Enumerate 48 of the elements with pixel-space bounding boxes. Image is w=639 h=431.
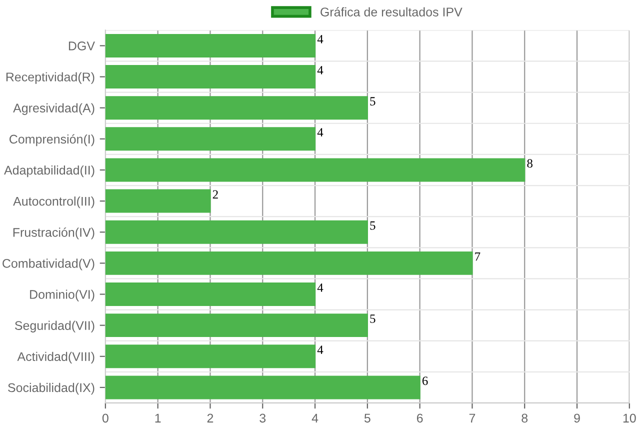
data-label: 4 <box>317 284 324 292</box>
bar <box>105 158 526 182</box>
y-tick-label: Actividad(VIII) <box>17 352 94 364</box>
bar <box>105 189 211 213</box>
data-label: 5 <box>370 97 376 106</box>
x-tick-label: 6 <box>416 414 423 423</box>
x-tick-label: 9 <box>574 414 580 423</box>
x-tick-label: 10 <box>623 414 636 423</box>
x-tick-label: 0 <box>102 414 108 423</box>
y-tick-label: Autocontrol(III) <box>13 196 94 208</box>
data-label: 2 <box>212 190 218 199</box>
y-tick-label: Agresividad(A) <box>13 103 94 115</box>
data-label: 6 <box>422 376 428 386</box>
bar <box>105 282 316 306</box>
y-tick-label: Adaptabilidad(II) <box>4 165 94 178</box>
data-label: 5 <box>370 221 376 230</box>
data-label: 4 <box>317 346 324 354</box>
bar <box>105 251 473 275</box>
y-tick-label: Seguridad(VII) <box>14 320 94 332</box>
bar <box>105 96 368 120</box>
y-tick-label: Comprensión(I) <box>10 134 94 146</box>
y-tick-label: DGV <box>68 42 95 50</box>
x-tick-label: 7 <box>469 414 476 422</box>
x-tick-label: 4 <box>312 414 318 422</box>
y-tick-label: Dominio(VI) <box>30 290 94 302</box>
bar <box>105 65 316 89</box>
data-label: 4 <box>317 66 324 74</box>
y-tick-label: Combatividad(V) <box>2 258 94 270</box>
data-label: 5 <box>370 314 376 323</box>
x-tick-label: 2 <box>207 414 214 422</box>
bar <box>105 220 368 244</box>
legend-label: Gráfica de resultados IPV <box>320 7 462 16</box>
y-tick-label: Receptividad(R) <box>6 72 94 84</box>
x-tick-label: 8 <box>522 414 528 423</box>
bar <box>105 314 368 338</box>
data-label: 4 <box>317 34 324 44</box>
y-tick-label: Frustración(IV) <box>13 228 94 240</box>
bar <box>105 34 316 58</box>
bar <box>105 344 316 368</box>
x-tick-label: 5 <box>364 414 370 423</box>
x-tick-label: 3 <box>260 414 266 423</box>
bar <box>105 376 420 400</box>
data-label: 4 <box>317 128 324 136</box>
y-tick-label: Sociabilidad(IX) <box>8 382 94 395</box>
bar <box>105 127 316 151</box>
data-label: 8 <box>527 159 532 168</box>
x-tick-label: 1 <box>155 414 161 422</box>
data-label: 7 <box>475 252 480 261</box>
